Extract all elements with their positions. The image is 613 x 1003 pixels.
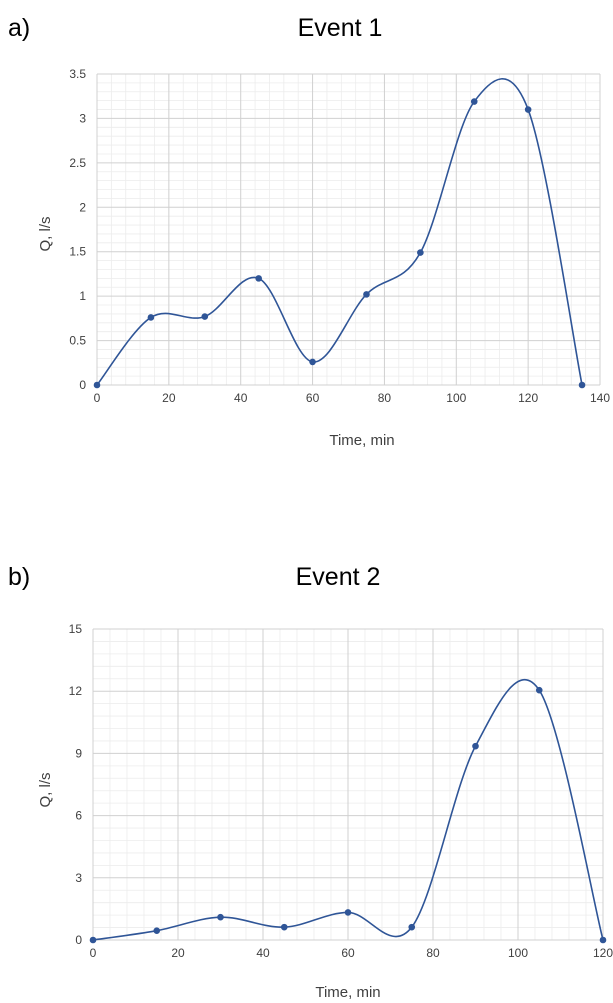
- x-tick-label: 20: [162, 391, 176, 405]
- chart-title: Event 2: [296, 563, 381, 591]
- data-point: [201, 313, 209, 320]
- y-tick-label: 15: [69, 622, 83, 636]
- y-tick-label: 1: [79, 289, 86, 303]
- tick-labels: 0 20 40 60 80 100 120 0 3 6 9 12 15: [69, 622, 613, 960]
- y-tick-label: 3.5: [69, 67, 86, 81]
- data-point: [344, 909, 352, 916]
- series-event-1: [93, 78, 586, 389]
- y-tick-label: 0.5: [69, 334, 86, 348]
- x-tick-label: 20: [171, 946, 185, 960]
- data-point: [578, 381, 586, 389]
- data-point: [280, 923, 288, 931]
- y-axis-title: Q, l/s: [37, 772, 54, 807]
- x-tick-label: 60: [341, 946, 355, 960]
- y-tick-label: 0: [75, 933, 82, 947]
- x-tick-label: 120: [593, 946, 613, 960]
- data-point: [524, 106, 532, 113]
- data-point: [363, 291, 370, 298]
- x-axis-title: Time, min: [329, 432, 394, 449]
- data-point: [470, 98, 478, 105]
- data-point: [408, 923, 416, 931]
- grid: [92, 628, 604, 941]
- y-axis-title: Q, l/s: [37, 216, 54, 251]
- x-tick-label: 100: [508, 946, 528, 960]
- chart-event-1: a) Event 1 0 20 40 60 80 100 120 140 0 0.5 1 1.5 2 2.…: [8, 14, 610, 449]
- chart-event-2: b) Event 2 0 20 40 60 80 100 120 0 3 6 9 12 15 Time,…: [8, 563, 613, 1001]
- data-point: [93, 381, 101, 389]
- tick-labels: 0 20 40 60 80 100 120 140 0 0.5 1 1.5 2 2.5 3 3.5: [69, 67, 610, 405]
- series-event-2: [89, 678, 607, 944]
- y-tick-label: 12: [69, 684, 83, 698]
- x-tick-label: 80: [378, 391, 392, 405]
- data-point: [535, 686, 543, 694]
- data-point: [472, 742, 479, 750]
- x-tick-label: 140: [590, 391, 610, 405]
- data-point: [309, 358, 316, 366]
- x-tick-label: 120: [518, 391, 538, 405]
- data-point: [217, 913, 224, 921]
- y-tick-label: 2.5: [69, 156, 86, 170]
- data-point: [255, 275, 262, 282]
- x-tick-label: 40: [234, 391, 248, 405]
- x-tick-label: 40: [256, 946, 270, 960]
- series-line: [96, 78, 583, 386]
- data-point: [599, 936, 607, 944]
- panel-letter: b): [8, 563, 30, 591]
- y-tick-label: 1.5: [69, 245, 86, 259]
- data-point: [153, 927, 161, 934]
- data-point: [89, 936, 97, 944]
- y-tick-label: 9: [75, 746, 82, 760]
- y-tick-label: 3: [79, 111, 86, 125]
- x-tick-label: 80: [426, 946, 440, 960]
- x-tick-label: 0: [90, 946, 97, 960]
- x-axis-title: Time, min: [315, 984, 380, 1001]
- grid: [96, 73, 601, 386]
- y-tick-label: 3: [75, 871, 82, 885]
- chart-title: Event 1: [298, 14, 383, 42]
- y-tick-label: 6: [75, 809, 82, 823]
- x-tick-label: 0: [94, 391, 101, 405]
- x-tick-label: 60: [306, 391, 320, 405]
- panel-letter: a): [8, 14, 30, 42]
- data-point: [417, 249, 424, 256]
- data-point: [147, 314, 155, 321]
- y-tick-label: 0: [79, 378, 86, 392]
- x-tick-label: 100: [446, 391, 466, 405]
- y-tick-label: 2: [79, 200, 86, 214]
